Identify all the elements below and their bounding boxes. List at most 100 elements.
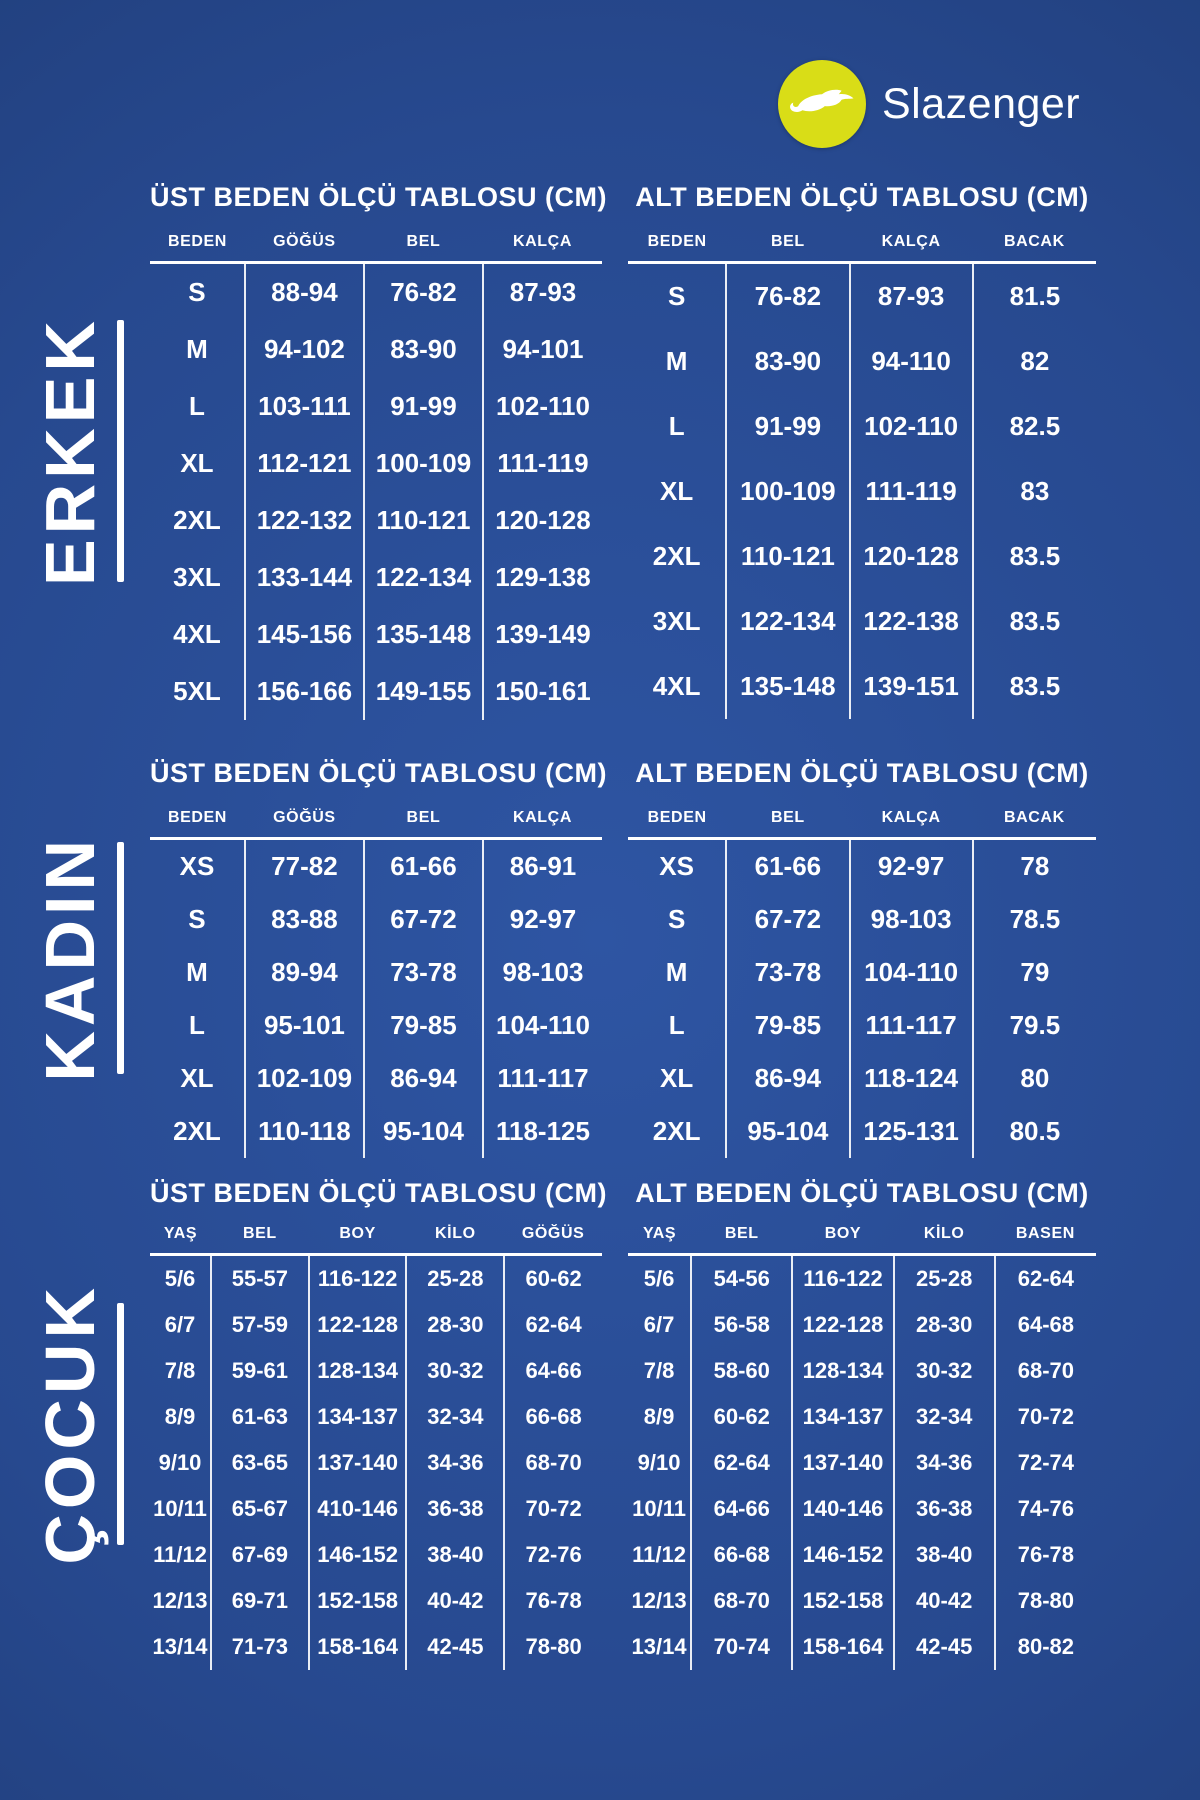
size-cell: 4XL bbox=[652, 671, 701, 701]
cocuk-ust-block: ÜST BEDEN ÖLÇÜ TABLOSU (CM) YAŞ BEL BOY KİL… bbox=[150, 1178, 606, 1670]
measurement-cell: 32-34 bbox=[405, 1394, 505, 1440]
measurement-cell: 77-82 bbox=[243, 838, 364, 893]
measurement-cell: 66-68 bbox=[503, 1394, 602, 1440]
column-header: BEL bbox=[726, 809, 850, 840]
measurement-cell: 40-42 bbox=[892, 1578, 995, 1624]
size-cell: S bbox=[188, 904, 206, 934]
measurement-cell: 102-110 bbox=[848, 394, 973, 459]
measurement-cell: 100-109 bbox=[725, 459, 850, 524]
column-header: BOY bbox=[792, 1225, 894, 1256]
measurement-cell: 66-68 bbox=[690, 1532, 793, 1578]
kadin-alt-block: ALT BEDEN ÖLÇÜ TABLOSU (CM) BEDEN BEL KALÇ… bbox=[628, 758, 1096, 1158]
measurement-cell: 137-140 bbox=[307, 1440, 407, 1486]
measurement-cell: 65-67 bbox=[210, 1486, 309, 1532]
kadin-ust-block: ÜST BEDEN ÖLÇÜ TABLOSU (CM) BEDEN GÖĞÜS BE… bbox=[150, 758, 606, 1158]
measurement-cell: 76-78 bbox=[993, 1532, 1096, 1578]
section-cocuk: ÇOCUK ÜST BEDEN ÖLÇÜ TABLOSU (CM) YAŞ BEL… bbox=[12, 1178, 1192, 1670]
column-header: YAŞ bbox=[150, 1225, 212, 1256]
measurement-cell: 86-91 bbox=[481, 838, 602, 893]
section-label: KADIN bbox=[31, 834, 109, 1082]
measurement-cell: 122-134 bbox=[725, 589, 850, 654]
size-cell: XS bbox=[659, 851, 694, 881]
table-row: M 94-102 83-90 94-101 bbox=[150, 321, 602, 378]
column-header: KALÇA bbox=[482, 809, 602, 840]
measurement-cell: 156-166 bbox=[243, 663, 364, 720]
measurement-cell: 83-90 bbox=[725, 329, 850, 394]
measurement-cell: 152-158 bbox=[791, 1578, 894, 1624]
table-row: M 89-94 73-78 98-103 bbox=[150, 946, 602, 999]
measurement-cell: 30-32 bbox=[405, 1348, 505, 1394]
size-cell: S bbox=[667, 281, 686, 311]
table-row: S 76-82 87-93 81.5 bbox=[628, 262, 1096, 329]
size-cell: M bbox=[186, 957, 208, 987]
size-cell: 13/14 bbox=[631, 1634, 687, 1659]
measurement-cell: 80-82 bbox=[993, 1624, 1096, 1670]
measurement-cell: 158-164 bbox=[307, 1624, 407, 1670]
size-cell: XL bbox=[660, 1063, 694, 1093]
measurement-cell: 61-63 bbox=[210, 1394, 309, 1440]
measurement-cell: 34-36 bbox=[405, 1440, 505, 1486]
size-cell: 13/14 bbox=[152, 1634, 208, 1659]
size-cell: 2XL bbox=[652, 541, 701, 571]
measurement-cell: 69-71 bbox=[210, 1578, 309, 1624]
measurement-cell: 149-155 bbox=[362, 663, 483, 720]
measurement-cell: 100-109 bbox=[362, 435, 483, 492]
measurement-cell: 95-104 bbox=[362, 1105, 483, 1158]
size-cell: M bbox=[665, 346, 688, 376]
measurement-cell: 79-85 bbox=[725, 999, 850, 1052]
table-row: L 91-99 102-110 82.5 bbox=[628, 394, 1096, 459]
measurement-cell: 92-97 bbox=[481, 893, 602, 946]
measurement-cell: 54-56 bbox=[690, 1254, 793, 1302]
measurement-cell: 137-140 bbox=[791, 1440, 894, 1486]
measurement-cell: 112-121 bbox=[243, 435, 364, 492]
table-row: S 83-88 67-72 92-97 bbox=[150, 893, 602, 946]
measurement-cell: 145-156 bbox=[243, 606, 364, 663]
size-cell: XL bbox=[180, 448, 214, 478]
measurement-cell: 152-158 bbox=[307, 1578, 407, 1624]
table-row: L 103-111 91-99 102-110 bbox=[150, 378, 602, 435]
table-row: 5/6 54-56 116-122 25-28 62-64 bbox=[628, 1254, 1096, 1302]
measurement-cell: 58-60 bbox=[690, 1348, 793, 1394]
size-cell: 3XL bbox=[173, 562, 221, 592]
section-label: ÇOCUK bbox=[31, 1283, 109, 1565]
measurement-cell: 128-134 bbox=[307, 1348, 407, 1394]
measurement-cell: 118-125 bbox=[481, 1105, 602, 1158]
column-header: YAŞ bbox=[628, 1225, 692, 1256]
table-row: 7/8 59-61 128-134 30-32 64-66 bbox=[150, 1348, 602, 1394]
size-cell: 5XL bbox=[173, 676, 221, 706]
measurement-cell: 59-61 bbox=[210, 1348, 309, 1394]
column-header: KİLO bbox=[893, 1225, 995, 1256]
measurement-cell: 146-152 bbox=[791, 1532, 894, 1578]
measurement-cell: 80.5 bbox=[971, 1105, 1096, 1158]
section-kadin: KADIN ÜST BEDEN ÖLÇÜ TABLOSU (CM) BEDEN G… bbox=[12, 758, 1192, 1158]
measurement-cell: 110-118 bbox=[243, 1105, 364, 1158]
measurement-cell: 88-94 bbox=[243, 262, 364, 321]
measurement-cell: 78-80 bbox=[503, 1624, 602, 1670]
size-cell: 8/9 bbox=[164, 1404, 196, 1429]
size-cell: 10/11 bbox=[153, 1496, 207, 1521]
table-row: XL 102-109 86-94 111-117 bbox=[150, 1052, 602, 1105]
panther-icon bbox=[790, 89, 854, 112]
measurement-cell: 128-134 bbox=[791, 1348, 894, 1394]
table-row: XL 86-94 118-124 80 bbox=[628, 1052, 1096, 1105]
measurement-cell: 111-119 bbox=[848, 459, 973, 524]
measurement-cell: 64-66 bbox=[503, 1348, 602, 1394]
label-divider-bar bbox=[117, 1303, 124, 1545]
measurement-cell: 111-117 bbox=[481, 1052, 602, 1105]
measurement-cell: 55-57 bbox=[210, 1254, 309, 1302]
measurement-cell: 70-72 bbox=[993, 1394, 1096, 1440]
size-cell: 11/12 bbox=[153, 1542, 207, 1567]
measurement-cell: 78 bbox=[971, 838, 1096, 893]
measurement-cell: 79 bbox=[971, 946, 1096, 999]
measurement-cell: 76-78 bbox=[503, 1578, 602, 1624]
measurement-cell: 68-70 bbox=[993, 1348, 1096, 1394]
column-header: BEDEN bbox=[628, 809, 727, 840]
table-row: 13/14 70-74 158-164 42-45 80-82 bbox=[628, 1624, 1096, 1670]
table-title: ALT BEDEN ÖLÇÜ TABLOSU (CM) bbox=[635, 1178, 1089, 1208]
size-cell: 12/13 bbox=[152, 1588, 208, 1613]
column-header: BASEN bbox=[994, 1225, 1096, 1256]
measurement-cell: 120-128 bbox=[481, 492, 602, 549]
size-cell: S bbox=[188, 277, 206, 307]
column-header: BEL bbox=[691, 1225, 793, 1256]
measurement-cell: 40-42 bbox=[405, 1578, 505, 1624]
